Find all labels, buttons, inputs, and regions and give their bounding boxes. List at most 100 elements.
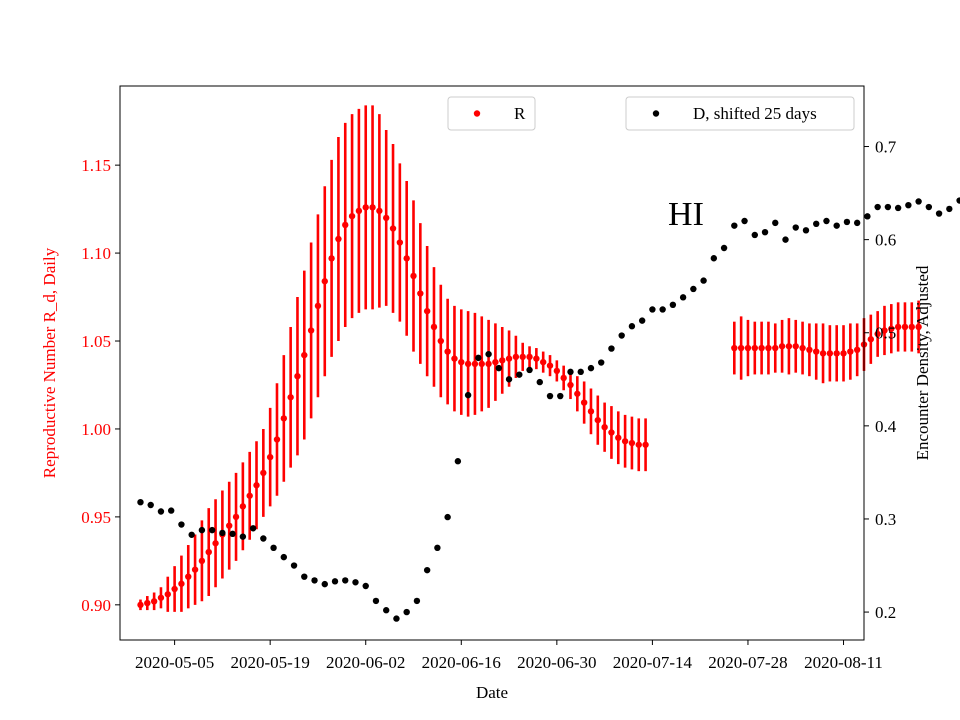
- d-point: [925, 203, 933, 211]
- d-point: [710, 255, 718, 262]
- legend-d: D, shifted 25 days: [625, 96, 855, 131]
- y-left-tick-label: 1.05: [81, 332, 111, 351]
- r-point: [164, 591, 171, 598]
- r-point: [888, 325, 895, 332]
- r-point: [185, 573, 192, 580]
- r-point: [478, 360, 485, 368]
- d-point: [413, 597, 421, 605]
- d-point: [587, 364, 595, 372]
- y-left-tick-label: 0.90: [81, 596, 111, 615]
- d-point: [782, 236, 789, 243]
- d-point: [352, 579, 359, 586]
- d-point: [270, 544, 277, 552]
- y-axis-left-label: Reproductive Number R_d, Daily: [40, 247, 59, 478]
- d-point: [598, 359, 605, 366]
- r-point: [499, 357, 506, 364]
- r-point: [853, 346, 861, 354]
- r-point: [580, 399, 588, 406]
- r-point: [396, 239, 404, 246]
- r-point: [813, 348, 820, 355]
- d-point: [301, 573, 308, 580]
- d-point: [208, 526, 216, 534]
- d-point: [239, 533, 247, 540]
- d-point: [649, 306, 656, 313]
- d-point: [167, 507, 175, 514]
- d-point: [403, 608, 410, 616]
- r-point: [342, 221, 349, 229]
- r-point: [205, 548, 212, 556]
- r-point: [608, 429, 615, 436]
- d-point: [843, 218, 851, 226]
- r-point: [539, 358, 547, 366]
- r-point: [287, 394, 294, 401]
- r-point: [226, 522, 233, 529]
- r-point: [232, 513, 240, 521]
- r-point: [758, 344, 765, 352]
- legend-r-box: [447, 96, 536, 131]
- r-point: [328, 255, 335, 262]
- d-point: [393, 615, 400, 622]
- r-point: [348, 212, 356, 220]
- r-point: [355, 207, 363, 215]
- d-point: [915, 198, 922, 205]
- r-point: [383, 214, 390, 222]
- r-point: [362, 204, 369, 211]
- y-right-tick-label: 0.5: [875, 324, 896, 343]
- r-point: [246, 492, 253, 499]
- r-point: [731, 344, 738, 352]
- d-point: [802, 227, 810, 234]
- d-point: [475, 354, 482, 362]
- x-tick-label: 2020-06-16: [422, 653, 501, 672]
- d-point: [485, 350, 492, 358]
- y-left-tick-label: 1.10: [81, 244, 111, 263]
- legend-r: R: [447, 96, 536, 131]
- r-points: [137, 204, 922, 609]
- r-point: [519, 353, 526, 361]
- y-right-tick-label: 0.2: [875, 603, 896, 622]
- d-point: [853, 219, 861, 227]
- d-point: [720, 244, 728, 252]
- r-point: [137, 601, 144, 609]
- d-point: [946, 205, 953, 213]
- x-tick-label: 2020-05-05: [135, 653, 214, 672]
- d-point: [372, 597, 380, 605]
- r-point: [621, 438, 629, 445]
- r-point: [464, 360, 472, 368]
- r-point: [266, 453, 274, 461]
- legend-d-marker: [652, 110, 660, 117]
- r-point: [512, 353, 520, 361]
- d-point: [823, 217, 830, 225]
- x-tick-label: 2020-08-11: [804, 653, 883, 672]
- y-left-tick-label: 0.95: [81, 508, 111, 527]
- r-point: [567, 381, 574, 389]
- r-point: [212, 540, 219, 547]
- r-point: [178, 580, 185, 587]
- y-right-tick-label: 0.3: [875, 510, 896, 529]
- r-point: [321, 278, 328, 285]
- d-point: [178, 521, 185, 528]
- r-point: [451, 355, 458, 362]
- d-point: [536, 378, 543, 386]
- r-point: [765, 344, 772, 352]
- r-point: [778, 343, 786, 350]
- r-point: [587, 408, 595, 415]
- r-point: [471, 360, 479, 368]
- d-point: [905, 201, 912, 209]
- d-point: [792, 224, 799, 231]
- r-point: [737, 344, 745, 352]
- r-point: [628, 439, 636, 447]
- d-point: [618, 332, 625, 339]
- d-point: [423, 566, 431, 574]
- y-right-tick-label: 0.6: [875, 231, 896, 250]
- d-point: [434, 544, 441, 552]
- d-point: [567, 368, 574, 376]
- r-point: [253, 482, 260, 489]
- d-point: [731, 222, 738, 229]
- r-point: [335, 235, 342, 243]
- d-point: [290, 562, 298, 569]
- r-point: [901, 323, 909, 331]
- r-point: [601, 423, 608, 431]
- y-axis-right-label: Encounter Density, Adjusted: [913, 265, 932, 460]
- d-point: [342, 577, 349, 584]
- r-point: [833, 350, 840, 357]
